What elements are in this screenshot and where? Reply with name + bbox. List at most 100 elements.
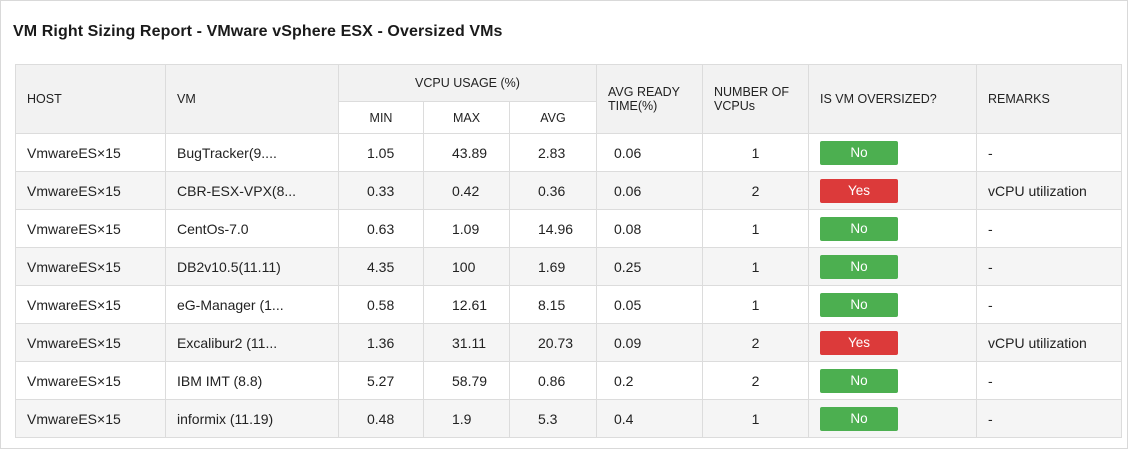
header-avg[interactable]: AVG <box>509 101 597 134</box>
remarks-cell: - <box>976 133 1122 172</box>
oversized-cell: No <box>808 209 977 248</box>
table-row: VmwareES×15 CentOs-7.0 0.63 1.09 14.96 0… <box>15 209 1122 248</box>
host-cell: VmwareES×15 <box>15 361 166 400</box>
min-cell: 0.58 <box>338 285 424 324</box>
oversized-badge: No <box>820 254 898 279</box>
header-vm[interactable]: VM <box>165 64 339 134</box>
remarks-cell: - <box>976 247 1122 286</box>
host-cell: VmwareES×15 <box>15 323 166 362</box>
min-cell: 0.48 <box>338 399 424 438</box>
oversized-badge: Yes <box>820 330 898 355</box>
avg-cell: 14.96 <box>509 209 597 248</box>
avg-cell: 2.83 <box>509 133 597 172</box>
header-is-vm-oversized[interactable]: IS VM OVERSIZED? <box>808 64 977 134</box>
vcpus-cell: 2 <box>702 323 809 362</box>
table-row: VmwareES×15 eG-Manager (1... 0.58 12.61 … <box>15 285 1122 324</box>
oversized-badge: No <box>820 140 898 165</box>
min-cell: 1.05 <box>338 133 424 172</box>
oversized-cell: No <box>808 133 977 172</box>
vcpus-cell: 1 <box>702 285 809 324</box>
avg-cell: 20.73 <box>509 323 597 362</box>
ready-time-cell: 0.4 <box>596 399 703 438</box>
remarks-cell: vCPU utilization <box>976 323 1122 362</box>
vcpus-cell: 1 <box>702 209 809 248</box>
header-vcpu-usage: VCPU USAGE (%) <box>338 64 597 102</box>
ready-time-cell: 0.25 <box>596 247 703 286</box>
table-row: VmwareES×15 CBR-ESX-VPX(8... 0.33 0.42 0… <box>15 171 1122 210</box>
oversized-cell: No <box>808 361 977 400</box>
table-body: VmwareES×15 BugTracker(9.... 1.05 43.89 … <box>15 133 1122 438</box>
header-remarks[interactable]: REMARKS <box>976 64 1122 134</box>
remarks-cell: - <box>976 399 1122 438</box>
ready-time-cell: 0.06 <box>596 171 703 210</box>
min-cell: 4.35 <box>338 247 424 286</box>
remarks-cell: - <box>976 209 1122 248</box>
vm-cell: CentOs-7.0 <box>165 209 339 248</box>
ready-time-cell: 0.06 <box>596 133 703 172</box>
avg-cell: 1.69 <box>509 247 597 286</box>
vm-cell: Excalibur2 (11... <box>165 323 339 362</box>
avg-cell: 0.86 <box>509 361 597 400</box>
avg-cell: 5.3 <box>509 399 597 438</box>
header-max[interactable]: MAX <box>423 101 510 134</box>
ready-time-cell: 0.09 <box>596 323 703 362</box>
remarks-cell: vCPU utilization <box>976 171 1122 210</box>
max-cell: 100 <box>423 247 510 286</box>
min-cell: 5.27 <box>338 361 424 400</box>
ready-time-cell: 0.05 <box>596 285 703 324</box>
vcpus-cell: 2 <box>702 171 809 210</box>
table-row: VmwareES×15 DB2v10.5(11.11) 4.35 100 1.6… <box>15 247 1122 286</box>
ready-time-cell: 0.08 <box>596 209 703 248</box>
report-table: HOST VM VCPU USAGE (%) AVG READY TIME(%)… <box>15 64 1122 438</box>
oversized-badge: No <box>820 406 898 431</box>
min-cell: 0.63 <box>338 209 424 248</box>
header-host[interactable]: HOST <box>15 64 166 134</box>
vm-cell: CBR-ESX-VPX(8... <box>165 171 339 210</box>
table-row: VmwareES×15 IBM IMT (8.8) 5.27 58.79 0.8… <box>15 361 1122 400</box>
vcpus-cell: 2 <box>702 361 809 400</box>
header-avg-ready-time[interactable]: AVG READY TIME(%) <box>596 64 703 134</box>
avg-cell: 8.15 <box>509 285 597 324</box>
table-header: HOST VM VCPU USAGE (%) AVG READY TIME(%)… <box>15 64 1122 134</box>
oversized-badge: No <box>820 292 898 317</box>
oversized-cell: No <box>808 247 977 286</box>
table-row: VmwareES×15 informix (11.19) 0.48 1.9 5.… <box>15 399 1122 438</box>
table-row: VmwareES×15 Excalibur2 (11... 1.36 31.11… <box>15 323 1122 362</box>
vm-cell: eG-Manager (1... <box>165 285 339 324</box>
max-cell: 58.79 <box>423 361 510 400</box>
min-cell: 1.36 <box>338 323 424 362</box>
max-cell: 43.89 <box>423 133 510 172</box>
host-cell: VmwareES×15 <box>15 285 166 324</box>
vm-cell: BugTracker(9.... <box>165 133 339 172</box>
remarks-cell: - <box>976 361 1122 400</box>
max-cell: 1.09 <box>423 209 510 248</box>
vcpus-cell: 1 <box>702 247 809 286</box>
max-cell: 31.11 <box>423 323 510 362</box>
oversized-cell: No <box>808 285 977 324</box>
host-cell: VmwareES×15 <box>15 209 166 248</box>
header-number-of-vcpus[interactable]: NUMBER OF VCPUs <box>702 64 809 134</box>
oversized-badge: Yes <box>820 178 898 203</box>
header-min[interactable]: MIN <box>338 101 424 134</box>
oversized-cell: Yes <box>808 171 977 210</box>
min-cell: 0.33 <box>338 171 424 210</box>
oversized-badge: No <box>820 216 898 241</box>
max-cell: 12.61 <box>423 285 510 324</box>
oversized-cell: No <box>808 399 977 438</box>
vcpus-cell: 1 <box>702 133 809 172</box>
report-title: VM Right Sizing Report - VMware vSphere … <box>13 23 503 40</box>
max-cell: 1.9 <box>423 399 510 438</box>
host-cell: VmwareES×15 <box>15 133 166 172</box>
host-cell: VmwareES×15 <box>15 247 166 286</box>
avg-cell: 0.36 <box>509 171 597 210</box>
vcpus-cell: 1 <box>702 399 809 438</box>
host-cell: VmwareES×15 <box>15 171 166 210</box>
vm-cell: DB2v10.5(11.11) <box>165 247 339 286</box>
vm-cell: informix (11.19) <box>165 399 339 438</box>
ready-time-cell: 0.2 <box>596 361 703 400</box>
remarks-cell: - <box>976 285 1122 324</box>
vm-cell: IBM IMT (8.8) <box>165 361 339 400</box>
host-cell: VmwareES×15 <box>15 399 166 438</box>
oversized-cell: Yes <box>808 323 977 362</box>
